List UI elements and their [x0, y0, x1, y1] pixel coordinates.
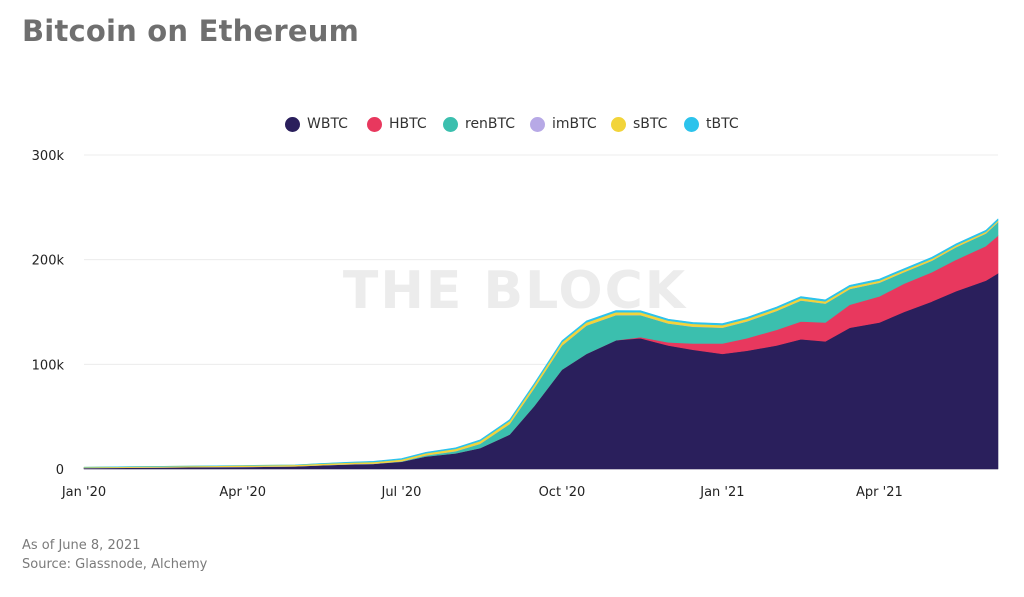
legend: WBTC HBTC renBTC imBTC sBTC tBTC — [0, 116, 1024, 136]
y-tick-label: 200k — [32, 254, 65, 269]
series-areas — [83, 218, 999, 470]
x-tick-label: Jan '21 — [699, 485, 744, 500]
source-note: Source: Glassnode, Alchemy — [22, 557, 208, 572]
legend-label-hbtc: HBTC — [389, 116, 427, 132]
legend-swatch-imbtc — [530, 116, 545, 132]
y-tick-label: 300k — [32, 149, 65, 164]
legend-label-imbtc: imBTC — [552, 116, 597, 132]
legend-item-wbtc[interactable]: WBTC — [285, 116, 348, 132]
x-tick-label: Jul '20 — [380, 485, 421, 500]
legend-item-renbtc[interactable]: renBTC — [443, 116, 515, 132]
y-tick-label: 0 — [56, 463, 64, 478]
as-of-note: As of June 8, 2021 — [22, 538, 141, 553]
legend-label-tbtc: tBTC — [706, 116, 739, 132]
legend-swatch-renbtc — [443, 116, 458, 132]
legend-item-tbtc[interactable]: tBTC — [684, 116, 739, 132]
legend-swatch-tbtc — [684, 116, 699, 132]
x-tick-label: Oct '20 — [539, 485, 586, 500]
area-tbtc[interactable] — [83, 218, 999, 468]
x-tick-label: Jan '20 — [61, 485, 106, 500]
legend-swatch-wbtc — [285, 116, 300, 132]
y-axis-ticks: 0 100k 200k 300k — [32, 149, 65, 478]
x-tick-label: Apr '20 — [219, 485, 266, 500]
legend-swatch-sbtc — [611, 116, 626, 132]
legend-label-renbtc: renBTC — [465, 116, 516, 132]
legend-label-wbtc: WBTC — [307, 116, 348, 132]
x-axis-ticks: Jan '20 Apr '20 Jul '20 Oct '20 Jan '21 Apr '… — [61, 485, 903, 500]
chart-title: Bitcoin on Ethereum — [22, 14, 359, 48]
y-tick-label: 100k — [32, 358, 65, 373]
legend-swatch-hbtc — [367, 116, 382, 132]
legend-item-sbtc[interactable]: sBTC — [611, 116, 667, 132]
legend-item-hbtc[interactable]: HBTC — [367, 116, 427, 132]
legend-item-imbtc[interactable]: imBTC — [530, 116, 597, 132]
legend-label-sbtc: sBTC — [633, 116, 668, 132]
x-tick-label: Apr '21 — [856, 485, 903, 500]
